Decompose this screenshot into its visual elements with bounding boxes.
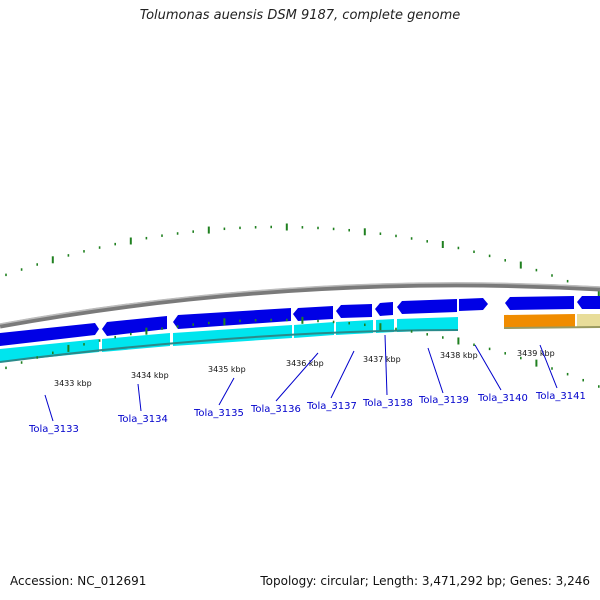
cds-arrow xyxy=(459,298,488,311)
forward-strand-track xyxy=(0,296,600,346)
leader-line xyxy=(539,344,558,389)
backbone-highlight xyxy=(0,282,600,325)
leader-line xyxy=(44,394,54,422)
cds-arrow xyxy=(577,296,600,309)
cds-block xyxy=(294,322,334,338)
kbp-label: 3438 kbp xyxy=(440,351,478,360)
cds-block xyxy=(0,339,99,362)
kbp-label: 3437 kbp xyxy=(363,355,401,364)
cds-arrow xyxy=(0,323,99,346)
gene-labels: Tola_3133 Tola_3134 Tola_3135 Tola_3136 … xyxy=(28,391,586,435)
leader-line xyxy=(474,344,502,391)
reverse-strand-track xyxy=(0,314,600,362)
cds-block xyxy=(102,333,170,352)
cds-arrow xyxy=(102,316,167,336)
cds-arrow xyxy=(397,299,457,314)
gene-label: Tola_3140 xyxy=(477,393,528,404)
kbp-label: 3434 kbp xyxy=(131,371,169,380)
cds-arrow xyxy=(505,296,574,310)
gene-label: Tola_3139 xyxy=(418,395,469,406)
rna-block-pale xyxy=(577,314,600,327)
inner-tick-row xyxy=(5,316,600,388)
gene-leader-lines xyxy=(44,334,558,422)
gene-label: Tola_3141 xyxy=(535,391,586,402)
map-title: Tolumonas auensis DSM 9187, complete gen… xyxy=(139,8,461,23)
leader-line xyxy=(427,347,444,394)
cds-block xyxy=(397,317,458,332)
leader-line xyxy=(275,352,319,402)
reverse-track-edge xyxy=(0,329,459,363)
gene-label: Tola_3134 xyxy=(117,414,168,425)
leader-line xyxy=(137,383,142,412)
accession-text: Accession: NC_012691 xyxy=(10,574,147,588)
kbp-scale: 3433 kbp 3434 kbp 3435 kbp 3436 kbp 3437… xyxy=(54,349,555,388)
gene-label: Tola_3138 xyxy=(362,398,413,409)
rna-track-edge xyxy=(503,326,600,329)
rna-block xyxy=(504,314,575,328)
cds-arrow xyxy=(336,304,372,318)
cds-arrow xyxy=(173,308,291,329)
kbp-label: 3439 kbp xyxy=(517,349,555,358)
cds-arrow xyxy=(293,306,333,321)
leader-line xyxy=(384,334,388,396)
kbp-label: 3435 kbp xyxy=(208,365,246,374)
kbp-label: 3436 kbp xyxy=(286,359,324,368)
gene-label: Tola_3136 xyxy=(250,404,301,415)
backbone-ring xyxy=(0,282,600,329)
leader-line xyxy=(330,350,355,399)
genome-summary: Topology: circular; Length: 3,471,292 bp… xyxy=(260,574,590,588)
gene-label: Tola_3135 xyxy=(193,408,244,419)
cds-arrow xyxy=(375,302,393,316)
gene-label: Tola_3137 xyxy=(306,401,357,412)
kbp-label: 3433 kbp xyxy=(54,379,92,388)
leader-line xyxy=(218,377,235,406)
gene-label: Tola_3133 xyxy=(28,424,79,435)
